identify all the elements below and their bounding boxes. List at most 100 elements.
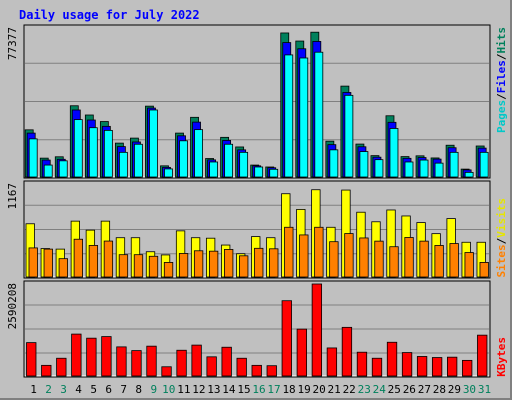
bottom-panel: 2590208 xyxy=(6,280,491,378)
bottom-bar-kbytes xyxy=(191,344,202,377)
bottom-bar-kbytes xyxy=(26,342,37,377)
bottom-bar-kbytes xyxy=(161,366,172,377)
x-tick-label: 26 xyxy=(403,383,416,396)
legend-separator: / xyxy=(495,237,508,244)
middle-bar-sites xyxy=(58,258,68,278)
bottom-bar-kbytes xyxy=(116,346,127,377)
bottom-bar-kbytes xyxy=(71,333,82,377)
bottom-bar-kbytes xyxy=(462,359,473,377)
top-bar-pages xyxy=(314,51,324,178)
top-bar-pages xyxy=(269,168,279,178)
bottom-bar-kbytes xyxy=(341,326,353,377)
x-tick-label: 10 xyxy=(162,383,175,396)
middle-bar-sites xyxy=(449,243,459,278)
middle-plot-area xyxy=(23,180,491,279)
top-ymax-label: 77377 xyxy=(6,27,19,60)
x-tick-label: 20 xyxy=(313,383,326,396)
x-tick-label: 1 xyxy=(30,383,37,396)
middle-bar-sites xyxy=(178,253,189,278)
top-bar-pages xyxy=(404,161,414,178)
legend-entry-files: Files xyxy=(495,60,508,93)
top-bar-pages xyxy=(344,94,354,178)
x-tick-label: 16 xyxy=(252,383,265,396)
bottom-bar-kbytes xyxy=(176,349,187,377)
x-tick-label: 13 xyxy=(207,383,220,396)
bottom-bar-kbytes xyxy=(296,328,307,377)
bottom-bar-kbytes xyxy=(41,364,52,377)
top-bar-pages xyxy=(118,151,128,178)
x-tick-label: 19 xyxy=(297,383,310,396)
x-tick-label: 6 xyxy=(105,383,112,396)
middle-bar-sites xyxy=(479,262,489,278)
middle-bar-sites xyxy=(434,245,444,278)
middle-bar-sites xyxy=(133,254,144,278)
top-bar-pages xyxy=(58,160,68,178)
bottom-bar-kbytes xyxy=(371,357,383,377)
top-bar-pages xyxy=(103,129,113,178)
middle-legend: Sites/Visits xyxy=(495,198,508,278)
middle-bar-sites xyxy=(28,247,38,278)
top-bar-pages xyxy=(479,151,489,178)
top-bar-pages xyxy=(329,149,339,178)
middle-bar-sites xyxy=(284,226,294,278)
x-tick-label: 24 xyxy=(373,383,387,396)
top-bar-pages xyxy=(464,171,474,178)
legend-entry-kbytes: KBytes xyxy=(495,337,508,377)
bottom-bar-kbytes xyxy=(146,345,157,377)
legend-entry-visits: Visits xyxy=(495,198,508,238)
bottom-bar-kbytes xyxy=(401,352,413,377)
top-plot-area xyxy=(23,24,491,179)
bottom-plot-area xyxy=(23,280,491,378)
top-bar-pages xyxy=(434,162,444,178)
top-bar-pages xyxy=(389,128,399,178)
top-bar-pages xyxy=(28,138,38,178)
legend-separator: / xyxy=(495,93,508,100)
top-bar-pages xyxy=(419,159,429,178)
middle-bar-sites xyxy=(88,245,99,278)
x-tick-label: 18 xyxy=(282,383,295,396)
x-tick-label: 8 xyxy=(135,383,142,396)
bottom-bar-kbytes xyxy=(356,351,368,377)
middle-bar-sites xyxy=(208,250,219,278)
x-tick-label: 12 xyxy=(192,383,205,396)
chart-title: Daily usage for July 2022 xyxy=(19,8,200,22)
middle-bar-sites xyxy=(239,255,249,278)
x-tick-label: 22 xyxy=(343,383,356,396)
bottom-bar-kbytes xyxy=(386,341,398,377)
top-bar-pages xyxy=(284,54,294,178)
legend-entry-sites: Sites xyxy=(495,244,508,277)
bottom-bar-kbytes xyxy=(326,347,338,377)
bottom-bar-kbytes xyxy=(416,356,428,377)
middle-bar-sites xyxy=(404,237,414,278)
bottom-ymax-label: 2590208 xyxy=(6,283,19,329)
x-tick-label: 2 xyxy=(45,383,52,396)
x-tick-label: 5 xyxy=(90,383,97,396)
top-bar-pages xyxy=(374,159,384,178)
top-bar-pages xyxy=(179,140,188,178)
bottom-bar-kbytes xyxy=(251,364,262,377)
middle-bar-sites xyxy=(163,262,174,278)
middle-ymax-label: 1167 xyxy=(6,183,19,210)
middle-bar-sites xyxy=(224,249,234,278)
middle-bar-sites xyxy=(118,254,129,278)
middle-bar-sites xyxy=(344,233,354,278)
top-bar-pages xyxy=(209,161,218,178)
bottom-bar-kbytes xyxy=(86,337,97,377)
x-tick-label: 15 xyxy=(237,383,250,396)
middle-bar-sites xyxy=(43,248,53,278)
bottom-bar-kbytes xyxy=(131,350,142,377)
middle-bar-sites xyxy=(419,240,429,278)
x-tick-label: 17 xyxy=(267,383,280,396)
bottom-bar-kbytes xyxy=(477,334,488,377)
x-tick-label: 7 xyxy=(120,383,127,396)
middle-bar-sites xyxy=(299,234,309,278)
x-tick-label: 31 xyxy=(478,383,491,396)
x-tick-label: 9 xyxy=(150,383,157,396)
top-bar-pages xyxy=(164,168,173,178)
middle-bar-sites xyxy=(359,237,369,278)
bottom-bar-kbytes xyxy=(206,356,217,377)
middle-bar-sites xyxy=(269,248,279,278)
x-tick-label: 30 xyxy=(463,383,476,396)
